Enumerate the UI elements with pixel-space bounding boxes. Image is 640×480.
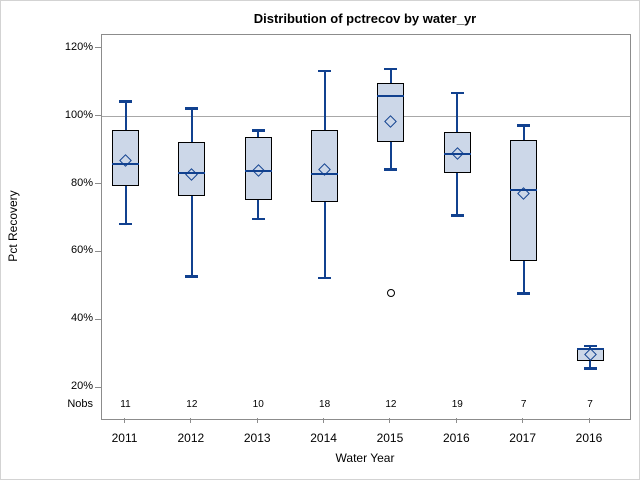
iqr-box (377, 82, 405, 143)
lower-whisker-cap (583, 367, 597, 370)
x-category-label: 2014 (310, 431, 337, 445)
x-category-label: 2017 (509, 431, 536, 445)
median-line (377, 95, 405, 98)
iqr-box (443, 131, 471, 173)
y-tick-label: 120% (64, 40, 93, 53)
y-tick-label: 40% (70, 312, 93, 325)
lower-whisker-line (323, 201, 326, 278)
outlier-marker (386, 289, 395, 298)
x-tick-mark (256, 418, 258, 423)
median-line (510, 188, 538, 191)
x-tick-mark (323, 418, 325, 423)
median-line (443, 152, 471, 155)
lower-whisker-line (124, 186, 127, 224)
median-line (178, 171, 206, 174)
median-line (311, 173, 339, 176)
y-tick-mark (95, 47, 101, 49)
y-tick-mark (95, 386, 101, 388)
upper-whisker-cap (384, 67, 398, 71)
y-tick-label: 60% (70, 244, 93, 257)
lower-whisker-line (589, 361, 592, 368)
x-category-label: 2016 (442, 431, 470, 445)
lower-whisker-line (456, 172, 459, 216)
upper-whisker-line (257, 130, 260, 137)
x-category-label: 2013 (243, 431, 271, 445)
x-tick-mark (588, 418, 590, 423)
upper-whisker-cap (583, 344, 597, 348)
lower-whisker-line (389, 142, 392, 170)
x-tick-mark (522, 418, 524, 423)
y-tick-label: 80% (70, 176, 93, 189)
upper-whisker-cap (119, 100, 132, 103)
reference-line-100pct (102, 116, 630, 118)
iqr-box (311, 130, 339, 202)
nobs-value: 12 (186, 399, 198, 410)
x-axis-title: Water Year (335, 451, 395, 465)
y-tick-label: 20% (70, 380, 93, 393)
median-line (244, 169, 272, 172)
lower-whisker-cap (517, 292, 531, 295)
upper-whisker-cap (251, 129, 265, 132)
lower-whisker-line (190, 196, 193, 277)
iqr-box (576, 347, 604, 362)
iqr-box (510, 140, 538, 261)
nobs-value: 18 (319, 399, 331, 410)
lower-whisker-cap (251, 217, 265, 220)
nobs-value: 19 (451, 399, 463, 410)
y-axis-title: Pct Recovery (6, 190, 20, 262)
iqr-box (112, 130, 139, 187)
nobs-value: 10 (252, 399, 264, 410)
upper-whisker-line (522, 125, 525, 141)
upper-whisker-cap (185, 107, 199, 110)
chart-title: Distribution of pctrecov by water_yr (253, 11, 477, 26)
x-category-label: 2012 (177, 431, 205, 445)
median-line (576, 348, 604, 351)
nobs-header-label: Nobs (67, 398, 93, 410)
lower-whisker-line (522, 260, 525, 294)
y-tick-mark (95, 318, 101, 320)
iqr-box (178, 142, 206, 197)
upper-whisker-line (323, 70, 326, 131)
y-tick-mark (95, 183, 101, 185)
upper-whisker-line (124, 101, 127, 131)
lower-whisker-cap (185, 275, 199, 278)
upper-whisker-cap (450, 91, 464, 95)
x-category-label: 2011 (111, 431, 138, 445)
nobs-value: 7 (520, 399, 527, 410)
y-tick-label: 100% (64, 108, 93, 121)
median-line (112, 163, 139, 166)
lower-whisker-line (257, 199, 260, 219)
upper-whisker-line (190, 108, 193, 143)
upper-whisker-cap (517, 124, 531, 127)
lower-whisker-cap (450, 214, 464, 217)
nobs-value: 7 (587, 399, 593, 410)
x-tick-mark (389, 418, 391, 423)
upper-whisker-line (389, 68, 392, 83)
y-tick-mark (95, 115, 101, 117)
lower-whisker-cap (318, 276, 332, 280)
nobs-value: 11 (120, 399, 131, 410)
plot-frame: 11 12 10 18 12 19 7 7 (101, 34, 631, 420)
x-tick-mark (124, 418, 125, 423)
x-category-label: 2015 (376, 431, 404, 445)
iqr-box (244, 136, 272, 200)
lower-whisker-cap (119, 222, 132, 226)
upper-whisker-cap (318, 69, 332, 73)
x-category-label: 2016 (575, 431, 603, 445)
upper-whisker-line (456, 92, 459, 132)
y-tick-mark (95, 250, 101, 252)
x-tick-mark (455, 418, 457, 423)
x-tick-mark (190, 418, 192, 423)
nobs-value: 12 (385, 399, 397, 410)
lower-whisker-cap (384, 168, 398, 171)
